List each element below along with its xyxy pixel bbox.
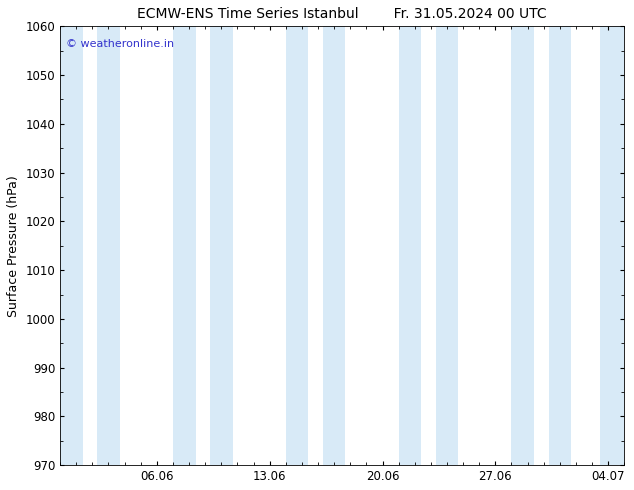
Bar bbox=[399, 26, 421, 465]
Text: © weatheronline.in: © weatheronline.in bbox=[66, 40, 174, 49]
Bar bbox=[97, 26, 120, 465]
Bar bbox=[173, 26, 195, 465]
Bar bbox=[286, 26, 308, 465]
Title: ECMW-ENS Time Series Istanbul        Fr. 31.05.2024 00 UTC: ECMW-ENS Time Series Istanbul Fr. 31.05.… bbox=[138, 7, 547, 21]
Y-axis label: Surface Pressure (hPa): Surface Pressure (hPa) bbox=[7, 175, 20, 317]
Bar bbox=[323, 26, 346, 465]
Bar bbox=[600, 26, 624, 465]
Bar bbox=[436, 26, 458, 465]
Bar bbox=[210, 26, 233, 465]
Bar bbox=[512, 26, 534, 465]
Bar bbox=[60, 26, 82, 465]
Bar bbox=[548, 26, 571, 465]
